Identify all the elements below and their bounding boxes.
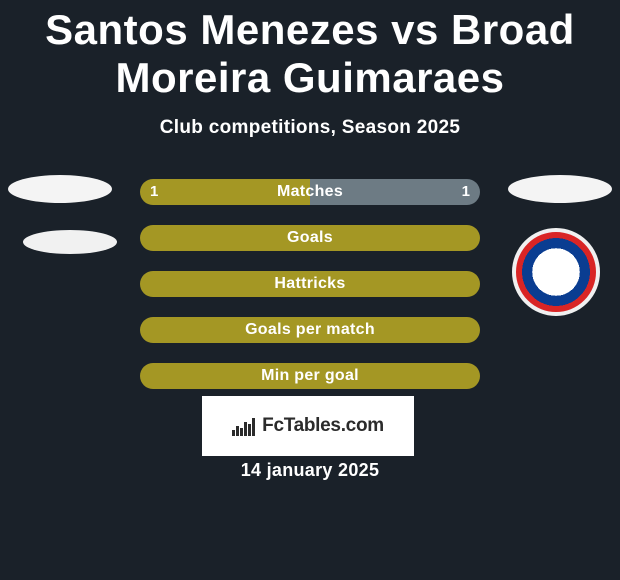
bar-label: Goals per match [140, 317, 480, 343]
bar-row-hattricks: Hattricks [0, 271, 620, 297]
date-label: 14 january 2025 [0, 460, 620, 481]
bar-row-min-per-goal: Min per goal [0, 363, 620, 389]
brand-text: FcTables.com [262, 415, 384, 437]
bar-row-goals-per-match: Goals per match [0, 317, 620, 343]
bar-value-right: 1 [462, 179, 470, 205]
bar-row-goals: Goals [0, 225, 620, 251]
bar-row-matches: 1 Matches 1 [0, 179, 620, 205]
subtitle: Club competitions, Season 2025 [0, 117, 620, 139]
bar-label: Matches [140, 179, 480, 205]
brand-watermark: FcTables.com [202, 396, 414, 456]
bar-label: Goals [140, 225, 480, 251]
bar-chart-icon [232, 416, 256, 436]
bar-label: Hattricks [140, 271, 480, 297]
page-title: Santos Menezes vs Broad Moreira Guimarae… [0, 0, 620, 103]
comparison-chart: 1 Matches 1 Goals Hattricks Goals per ma… [0, 179, 620, 389]
bar-label: Min per goal [140, 363, 480, 389]
